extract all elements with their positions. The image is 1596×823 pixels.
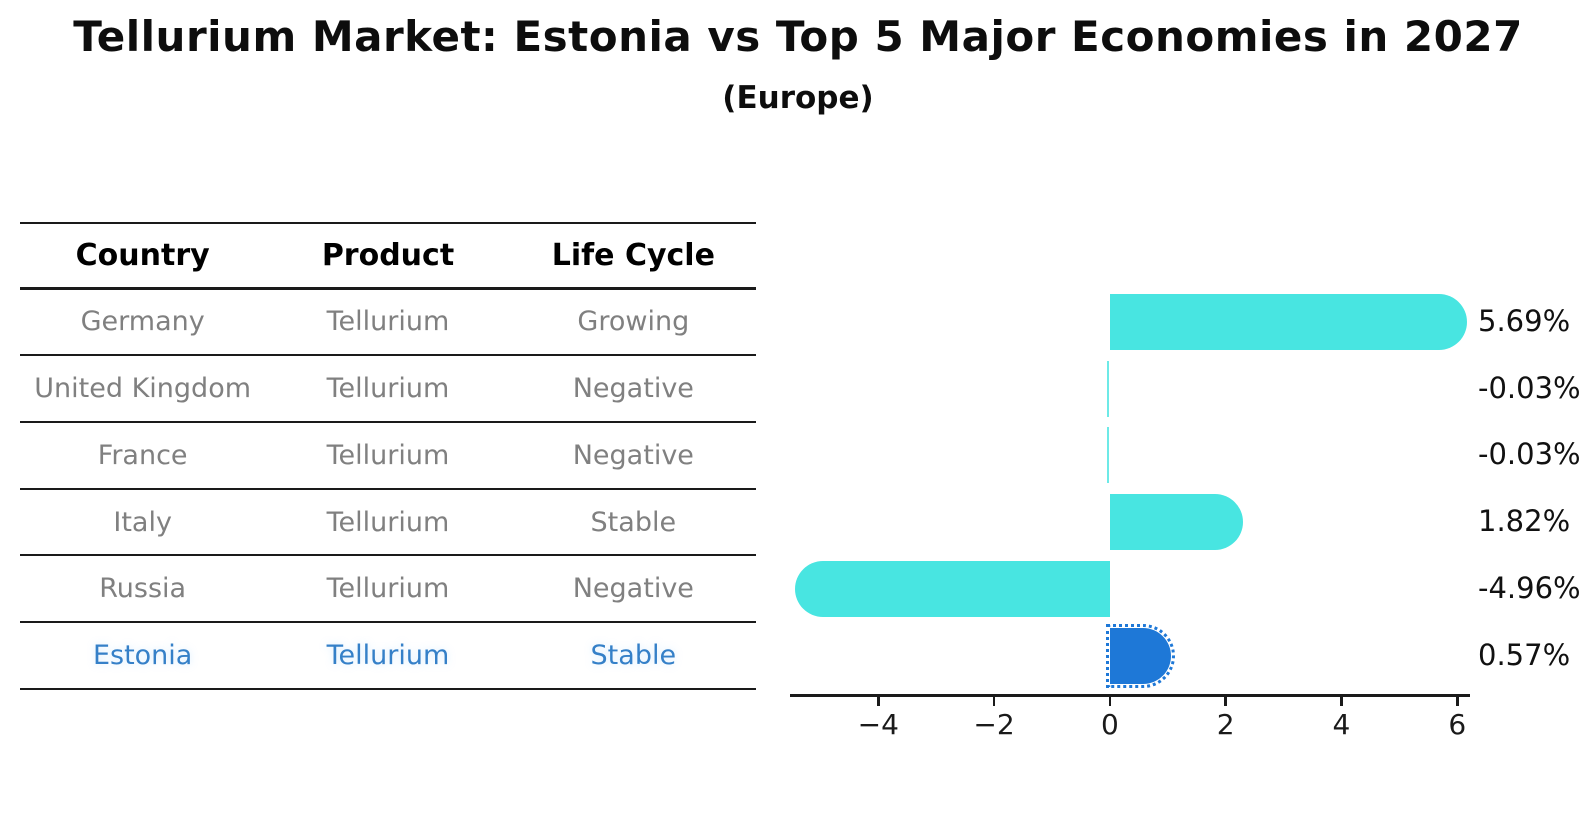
x-axis-line — [790, 694, 1470, 697]
cell-country: Germany — [80, 306, 205, 338]
x-axis-tick-label: −2 — [973, 708, 1015, 741]
bar-russia — [794, 560, 1110, 617]
bar-france — [1106, 427, 1110, 484]
x-axis-tick — [877, 697, 880, 706]
x-axis-tick-label: 0 — [1100, 708, 1119, 741]
bar-united-kingdom — [1106, 360, 1110, 417]
x-axis-tick-label: 4 — [1332, 708, 1351, 741]
x-axis-tick — [1108, 697, 1112, 706]
bar-value-label-united-kingdom: -0.03% — [1478, 370, 1581, 405]
country-table: Country Product Life Cycle Germany Tellurium… — [20, 222, 756, 692]
cell-life-cycle: Stable — [590, 640, 677, 671]
table-row-border — [20, 354, 756, 357]
bar-italy — [1109, 494, 1244, 551]
table-row-border — [20, 420, 756, 423]
cell-country: Russia — [99, 573, 187, 605]
x-axis-tick-label: −4 — [857, 708, 899, 741]
bar-value-label-france: -0.03% — [1478, 437, 1581, 472]
table-row-border — [20, 687, 756, 690]
table-top-border — [20, 222, 756, 224]
table-header-border — [20, 287, 756, 290]
bar-value-label-italy: 1.82% — [1478, 504, 1571, 539]
table-row-estonia: Estonia Tellurium Stable — [20, 622, 756, 689]
cell-country: Italy — [113, 506, 172, 538]
table-row-border — [20, 487, 756, 490]
column-header-country: Country — [20, 222, 265, 289]
cell-product: Tellurium — [326, 439, 450, 471]
x-axis-tick — [1224, 697, 1227, 706]
cell-country: Estonia — [92, 640, 193, 671]
cell-life-cycle: Negative — [572, 439, 694, 471]
cell-life-cycle: Growing — [577, 306, 690, 338]
cell-country: France — [97, 439, 188, 471]
table-header-row: Country Product Life Cycle — [20, 222, 756, 289]
x-axis-tick-label: 6 — [1448, 708, 1467, 741]
table-row-united-kingdom: United Kingdom Tellurium Negative — [20, 355, 756, 422]
column-header-product: Product — [265, 222, 510, 289]
table-row-border — [20, 621, 756, 624]
x-axis-tick — [992, 697, 996, 706]
chart-title: Tellurium Market: Estonia vs Top 5 Major… — [73, 12, 1523, 61]
column-header-label: Country — [75, 237, 210, 273]
cell-life-cycle: Negative — [572, 573, 694, 605]
table-row-border — [20, 554, 756, 557]
cell-product: Tellurium — [326, 373, 450, 405]
cell-life-cycle: Stable — [590, 506, 677, 538]
cell-product: Tellurium — [326, 573, 450, 605]
x-axis-tick — [1340, 697, 1343, 706]
cell-product: Tellurium — [326, 640, 450, 671]
bar-germany — [1109, 293, 1468, 350]
bar-value-label-estonia: 0.57% — [1478, 637, 1571, 672]
table-row-germany: Germany Tellurium Growing — [20, 289, 756, 356]
chart-subtitle: (Europe) — [722, 80, 874, 116]
table-row-italy: Italy Tellurium Stable — [20, 489, 756, 556]
column-header-label: Product — [321, 237, 455, 273]
cell-product: Tellurium — [326, 506, 450, 538]
bar-value-label-russia: -4.96% — [1478, 570, 1581, 605]
column-header-label: Life Cycle — [551, 237, 715, 273]
table-row-france: France Tellurium Negative — [20, 422, 756, 489]
column-header-life-cycle: Life Cycle — [511, 222, 756, 289]
bar-estonia — [1105, 623, 1175, 688]
x-axis-tick-label: 2 — [1216, 708, 1235, 741]
cell-product: Tellurium — [326, 306, 450, 338]
x-axis-tick — [1456, 697, 1459, 706]
table-row-russia: Russia Tellurium Negative — [20, 555, 756, 622]
cell-life-cycle: Negative — [572, 373, 694, 405]
cell-country: United Kingdom — [34, 373, 252, 405]
bar-value-label-germany: 5.69% — [1478, 303, 1571, 338]
